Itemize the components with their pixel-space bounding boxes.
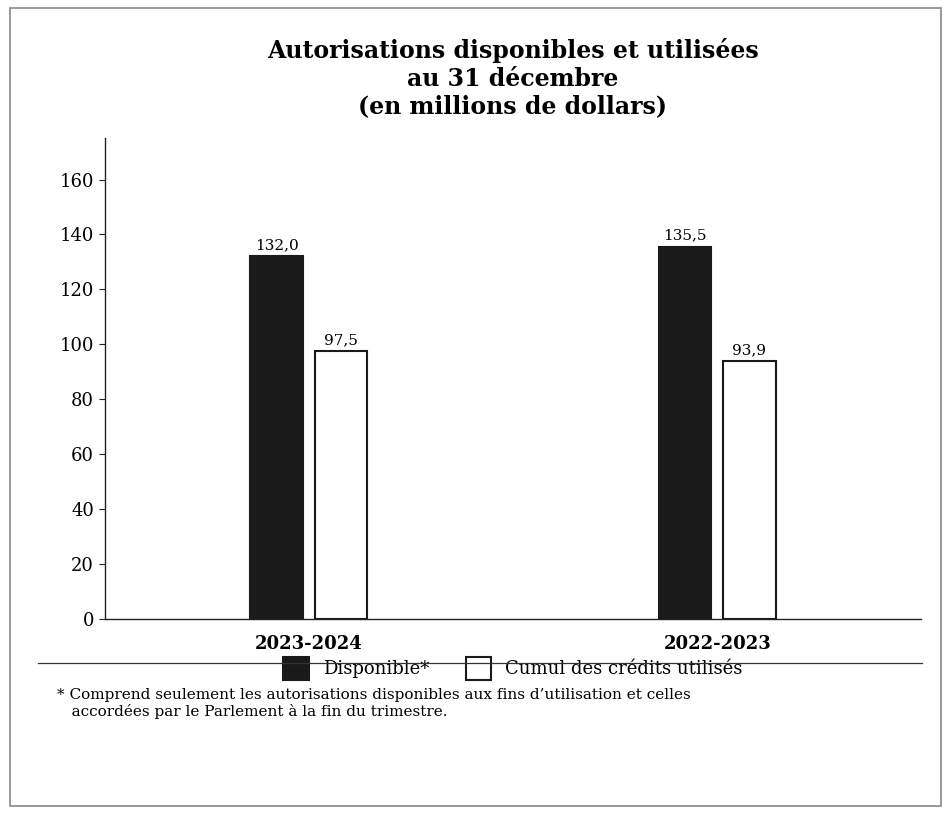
Bar: [314, 351, 367, 619]
Text: * Comprend seulement les autorisations disponibles aux fins d’utilisation et cel: * Comprend seulement les autorisations d…: [57, 688, 691, 720]
Text: 132,0: 132,0: [255, 239, 298, 252]
Bar: [659, 247, 712, 619]
Text: 135,5: 135,5: [663, 229, 707, 243]
Bar: [251, 256, 303, 619]
Text: 97,5: 97,5: [324, 333, 358, 347]
Title: Autorisations disponibles et utilisées
au 31 décembre
(en millions de dollars): Autorisations disponibles et utilisées a…: [267, 37, 759, 118]
Legend: Disponible*, Cumul des crédits utilisés: Disponible*, Cumul des crédits utilisés: [275, 648, 751, 689]
Text: 93,9: 93,9: [732, 343, 767, 357]
Bar: [723, 361, 775, 619]
